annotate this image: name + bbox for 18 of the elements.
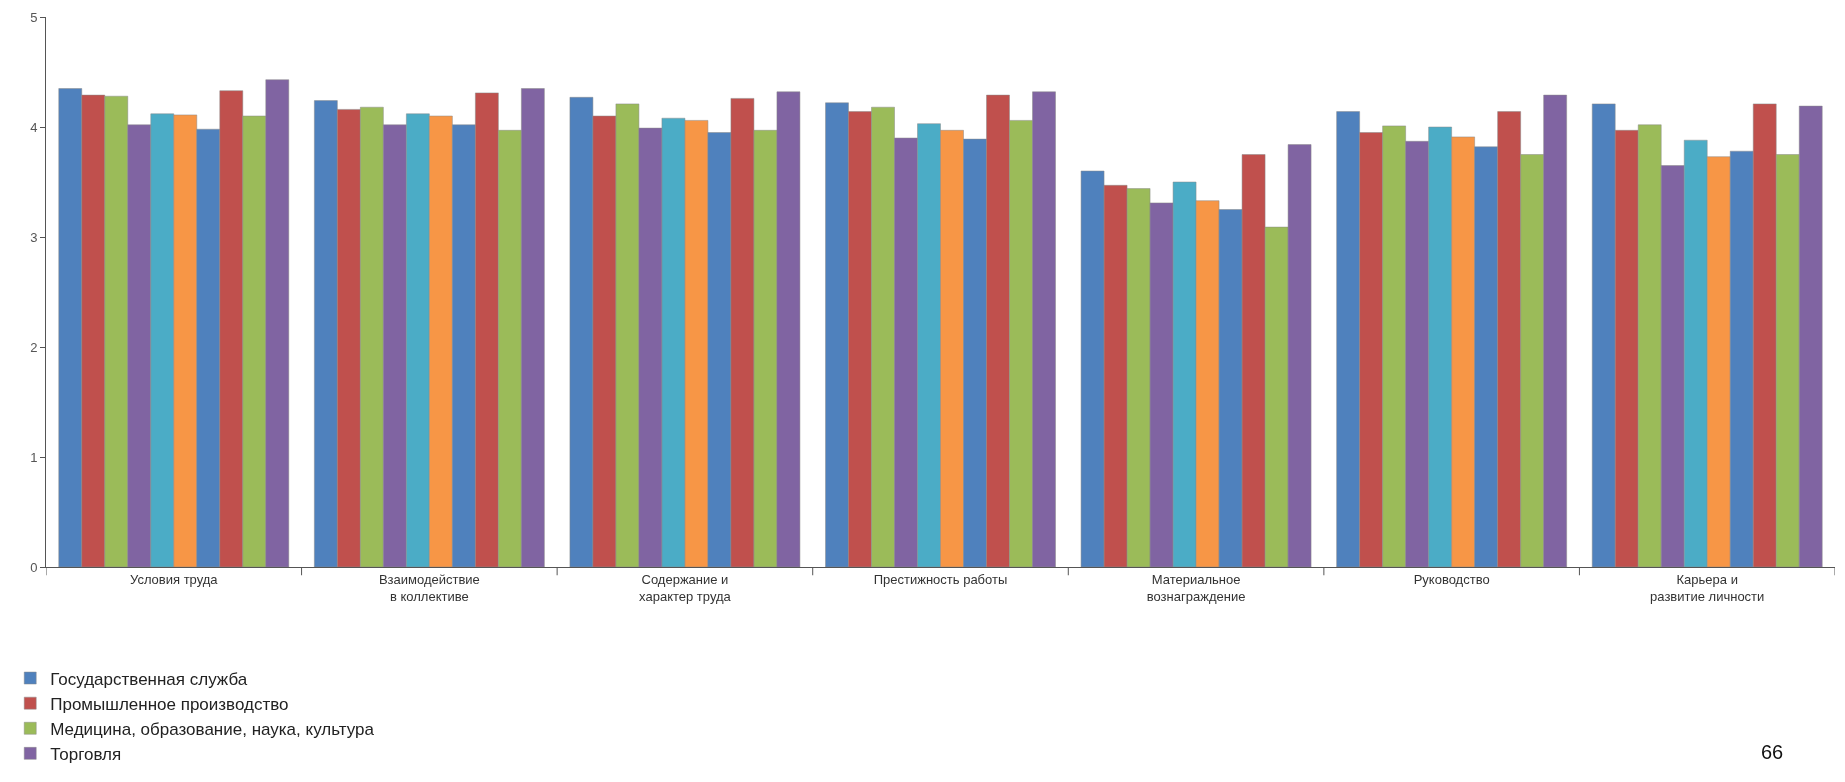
x-tick-label: Карьера и развитие личности: [1650, 571, 1765, 604]
legend-label: Медицина, образование, наука, культура: [50, 719, 375, 739]
y-tick-label: 2: [30, 339, 38, 355]
x-tick-label: Материальное вознаграждение: [1146, 571, 1246, 604]
y-tick-label: 1: [30, 449, 38, 465]
x-tick-label: Руководство: [1413, 571, 1490, 587]
y-tick-label: 0: [30, 559, 38, 575]
legend-label: Государственная служба: [50, 669, 248, 689]
text: 66: [1761, 741, 1784, 763]
y-tick-label: 5: [30, 9, 38, 25]
y-tick-label: 4: [30, 119, 38, 135]
x-tick-label: Взаимодействие в коллективе: [378, 571, 480, 604]
x-tick-label: Престижность работы: [873, 571, 1008, 587]
x-tick-label: Условия труда: [129, 571, 219, 587]
legend-label: Промышленное производство: [50, 694, 289, 714]
x-tick-label: Содержание и характер труда: [639, 571, 732, 604]
legend-label: Торговля: [50, 744, 122, 764]
y-tick-label: 3: [30, 229, 38, 245]
